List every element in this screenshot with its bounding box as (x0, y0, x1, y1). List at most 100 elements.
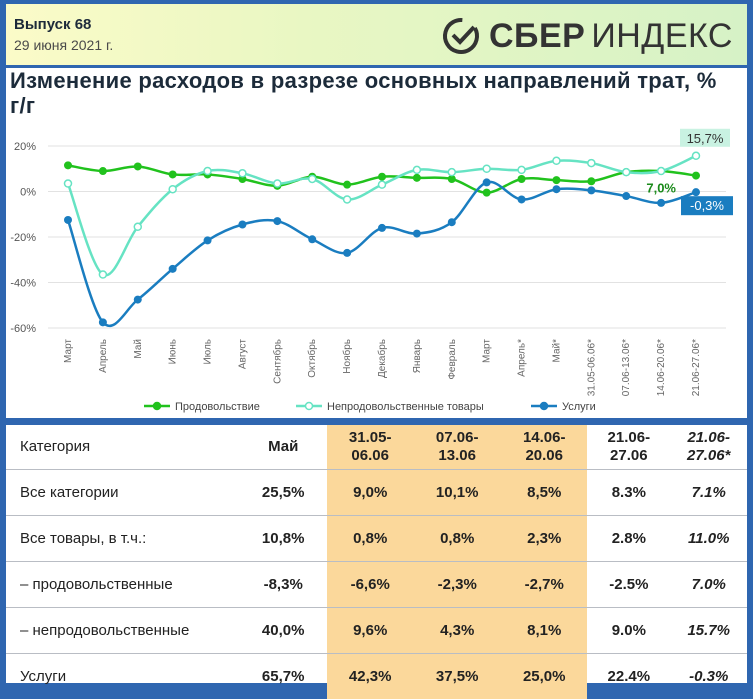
data-point (134, 223, 141, 230)
data-point (379, 181, 386, 188)
data-point (692, 172, 700, 180)
table-cell: 8,5% (501, 470, 587, 516)
table-row: Все товары, в т.ч.:10,8%0,8%0,8%2,3%2.8%… (6, 516, 747, 562)
data-point (239, 170, 246, 177)
data-point (483, 189, 491, 197)
data-point (204, 168, 211, 175)
table-cell: -2,3% (413, 562, 501, 608)
header-week3: 14.06- 20.06 (501, 425, 587, 470)
table-cell: -6,6% (327, 562, 413, 608)
data-point (622, 192, 630, 200)
table-cell: 4,3% (413, 608, 501, 654)
table-cell: 2,3% (501, 516, 587, 562)
table-cell: 9.0% (587, 608, 670, 654)
header-may: Май (239, 425, 327, 470)
y-tick-label: -60% (10, 323, 36, 335)
y-tick-label: -40% (10, 278, 36, 290)
spending-table: Категория Май 31.05- 06.06 07.06- 13.06 … (6, 425, 747, 699)
x-tick-label: 14.06-20.06* (656, 339, 667, 396)
x-tick-label: 31.05-06.06* (586, 339, 597, 396)
x-tick-label: Февраль (447, 339, 458, 380)
legend-marker (154, 403, 161, 410)
table-cell: 40,0% (239, 608, 327, 654)
x-tick-label: Май (133, 339, 144, 359)
data-point (587, 177, 595, 185)
x-tick-label: Апрель* (517, 339, 528, 377)
data-point (623, 169, 630, 176)
x-tick-label: 07.06-13.06* (621, 339, 632, 396)
data-point (553, 157, 560, 164)
row-category: Все категории (6, 470, 239, 516)
data-point (343, 249, 351, 257)
legend-label: Непродовольственные товары (327, 401, 484, 413)
data-table-panel: Категория Май 31.05- 06.06 07.06- 13.06 … (6, 425, 747, 683)
x-tick-label: Декабрь (376, 339, 388, 378)
x-tick-label: Март (482, 339, 493, 363)
logo-text-light: ИНДЕКС (591, 17, 733, 55)
data-point (309, 175, 316, 182)
data-point (134, 296, 142, 304)
table-cell: -8,3% (239, 562, 327, 608)
data-point (274, 180, 281, 187)
data-point (518, 195, 526, 203)
x-tick-label: Июль (203, 339, 214, 365)
table-row: – продовольственные-8,3%-6,6%-2,3%-2,7%-… (6, 562, 747, 608)
data-point (448, 169, 455, 176)
logo-text-bold: СБЕР (489, 17, 585, 55)
legend-label: Услуги (562, 401, 596, 413)
annotation-label: 7,0% (646, 181, 676, 196)
table-cell: 2.8% (587, 516, 670, 562)
table-cell: 25,5% (239, 470, 327, 516)
data-point (588, 160, 595, 167)
x-tick-label: Ноябрь (341, 339, 353, 374)
table-cell: 10,8% (239, 516, 327, 562)
data-point (169, 186, 176, 193)
table-cell: 9,0% (327, 470, 413, 516)
table-cell: -2.5% (587, 562, 670, 608)
data-point (378, 173, 386, 181)
data-point (169, 170, 177, 178)
row-category: Все товары, в т.ч.: (6, 516, 239, 562)
data-point (483, 165, 490, 172)
data-point (344, 196, 351, 203)
data-point (518, 166, 525, 173)
data-point (693, 152, 700, 159)
data-point (658, 168, 665, 175)
table-cell: 11.0% (670, 516, 747, 562)
data-point (99, 271, 106, 278)
data-point (413, 174, 421, 182)
x-tick-label: Май* (551, 339, 562, 363)
table-cell: 25,0% (501, 654, 587, 699)
legend-marker (541, 403, 548, 410)
header-week4-adjusted: 21.06- 27.06* (670, 425, 747, 470)
header-category: Категория (6, 425, 239, 470)
data-point (518, 175, 526, 183)
data-point (204, 236, 212, 244)
header-week4: 21.06- 27.06 (587, 425, 670, 470)
data-point (169, 265, 177, 273)
table-cell: 10,1% (413, 470, 501, 516)
x-tick-label: Январь (412, 339, 423, 373)
chart-panel: Изменение расходов в разрезе основных на… (6, 68, 747, 418)
legend-label: Продовольствие (175, 401, 260, 413)
data-point (65, 180, 72, 187)
data-point (692, 188, 700, 196)
table-cell: 7.0% (670, 562, 747, 608)
data-point (552, 185, 560, 193)
row-category: Услуги (6, 654, 239, 699)
table-cell: -0.3% (670, 654, 747, 699)
table-header-row: Категория Май 31.05- 06.06 07.06- 13.06 … (6, 425, 747, 470)
x-tick-label: 21.06-27.06* (691, 339, 702, 396)
table-cell: 37,5% (413, 654, 501, 699)
data-point (273, 217, 281, 225)
issue-date: 29 июня 2021 г. (14, 37, 113, 53)
row-category: – продовольственные (6, 562, 239, 608)
data-point (552, 176, 560, 184)
data-point (134, 162, 142, 170)
data-point (99, 167, 107, 175)
